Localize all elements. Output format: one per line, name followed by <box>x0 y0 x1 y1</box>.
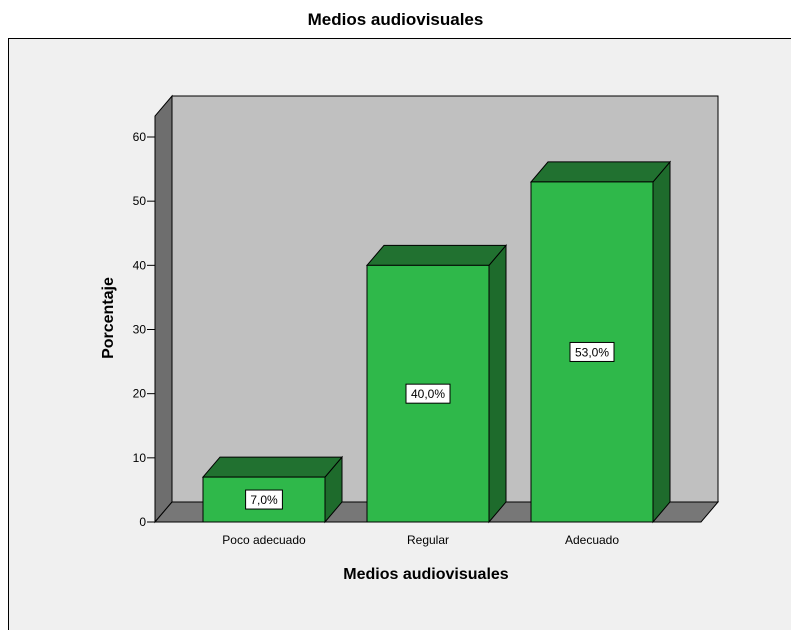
bars: 7,0% 40,0% 53,0% <box>201 160 672 524</box>
y-tick-label: 30 <box>133 323 147 337</box>
data-label-box <box>405 383 451 404</box>
y-axis: 0 10 20 30 40 50 60 <box>133 116 156 529</box>
y-tick-label: 60 <box>133 130 147 144</box>
data-label: 7,0% <box>250 493 278 507</box>
data-label-box <box>569 341 615 362</box>
bar-1: 7,0% <box>201 455 344 524</box>
y-tick-label: 50 <box>133 194 147 208</box>
data-label: 40,0% <box>411 387 445 401</box>
y-tick-label: 20 <box>133 387 147 401</box>
x-axis-title: Medios audiovisuales <box>343 566 508 583</box>
bar-top <box>365 244 508 266</box>
bar-2: 40,0% <box>365 243 508 524</box>
x-tick-label: Adecuado <box>565 533 619 547</box>
bar-side <box>488 243 507 524</box>
y-tick-label: 10 <box>133 451 147 465</box>
bar-top <box>201 456 344 478</box>
bar-side <box>652 160 671 524</box>
y-tick-label: 40 <box>133 258 147 272</box>
chart-title: Medios audiovisuales <box>307 10 484 29</box>
data-label: 53,0% <box>575 345 609 359</box>
plot-left-wall <box>154 94 173 524</box>
x-tick-label: Regular <box>407 533 449 547</box>
bar-top <box>529 161 672 183</box>
data-label-box <box>245 489 283 510</box>
bar-3: 53,0% <box>529 160 672 524</box>
x-tick-labels: Poco adecuado Regular Adecuado <box>222 533 619 547</box>
x-tick-label: Poco adecuado <box>222 533 306 547</box>
y-tick-label: 0 <box>139 515 146 529</box>
bar-front <box>366 264 490 523</box>
y-axis-title: Porcentaje <box>100 277 117 359</box>
